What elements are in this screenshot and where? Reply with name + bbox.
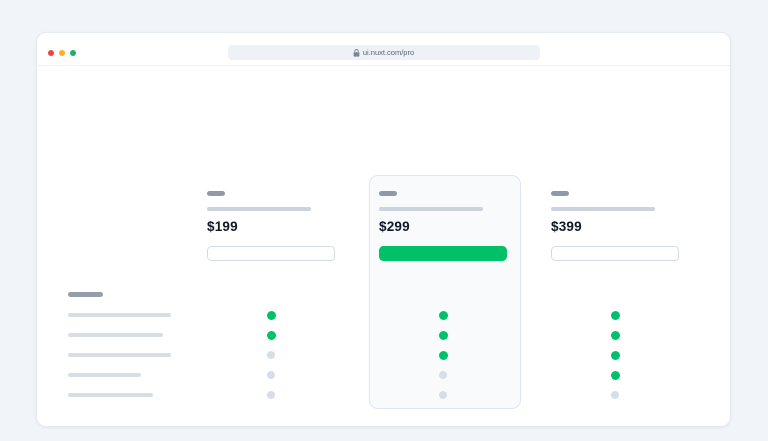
plan-price: $299 [379,219,410,234]
plan-description-skeleton [207,207,311,211]
feature-label-skeleton [68,373,141,377]
feature-included-dot [610,330,620,340]
feature-included-dot [610,350,620,360]
minimize-button[interactable] [59,50,65,56]
browser-chrome: ui.nuxt.com/pro [37,33,730,66]
feature-included-dot [610,310,620,320]
plan-column-2: $299 [379,175,507,441]
address-bar[interactable]: ui.nuxt.com/pro [227,45,540,60]
feature-included-dot [610,370,620,380]
feature-label-skeleton [68,333,163,337]
feature-list-header-skeleton [68,292,103,297]
feature-excluded-dot [267,371,275,379]
feature-excluded-dot [267,391,275,399]
feature-label-skeleton [68,313,171,317]
lock-icon [353,48,360,57]
plan-description-skeleton [551,207,655,211]
feature-included-dot [438,310,448,320]
feature-label-skeleton [68,393,153,397]
url-text: ui.nuxt.com/pro [362,47,415,57]
plan-description-skeleton [379,207,483,211]
feature-included-dot [266,330,276,340]
traffic-lights [48,50,76,56]
plan-price: $199 [207,219,238,234]
plan-feature-dots [207,305,335,405]
feature-excluded-dot [439,371,447,379]
maximize-button[interactable] [70,50,76,56]
plan-name-skeleton [207,191,225,196]
feature-label-skeleton [68,353,171,357]
plan-feature-dots [379,305,507,405]
plan-column-1: $199 [207,175,335,441]
plan-name-skeleton [379,191,397,196]
plan-cta-button[interactable] [379,246,507,261]
pricing-page: $199 $299 $399 [37,65,730,426]
feature-excluded-dot [267,351,275,359]
plan-price: $399 [551,219,582,234]
plan-feature-dots [551,305,679,405]
feature-included-dot [438,350,448,360]
feature-excluded-dot [439,391,447,399]
plan-cta-button[interactable] [207,246,335,261]
feature-included-dot [438,330,448,340]
plan-cta-button[interactable] [551,246,679,261]
feature-included-dot [266,310,276,320]
highlighted-plan-card [369,175,521,409]
plan-column-3: $399 [551,175,679,441]
feature-list-skeleton [68,292,178,404]
close-button[interactable] [48,50,54,56]
plan-name-skeleton [551,191,569,196]
feature-excluded-dot [611,391,619,399]
browser-window: ui.nuxt.com/pro $199 $299 $399 [36,32,731,427]
